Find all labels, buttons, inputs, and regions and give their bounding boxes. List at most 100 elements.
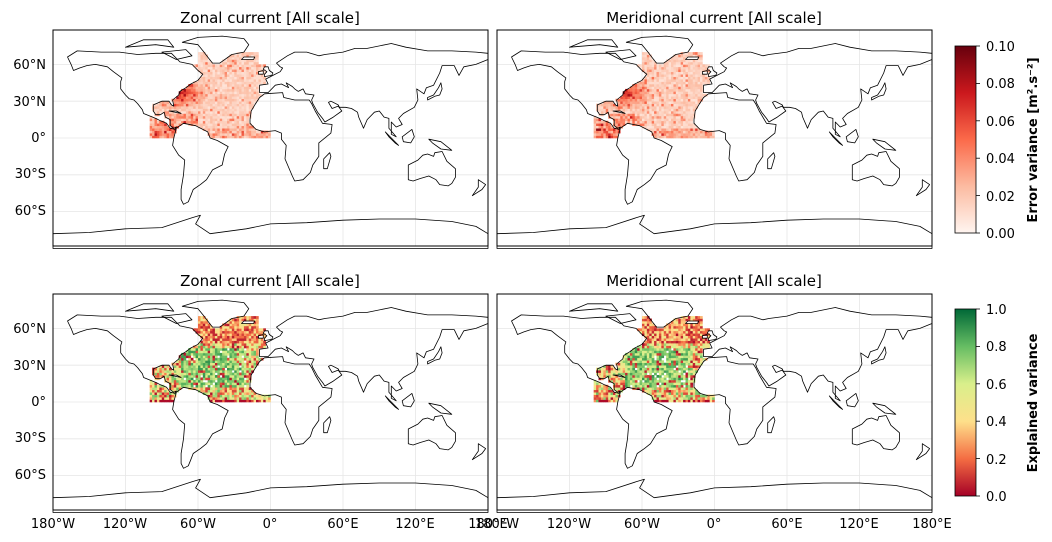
heatmap-cell (219, 81, 223, 85)
heatmap-cell (234, 133, 237, 136)
heatmap-cell (675, 325, 679, 329)
heatmap-cell (685, 318, 689, 322)
heatmap-cell (200, 321, 204, 324)
heatmap-cell (202, 360, 206, 364)
heatmap-cell (620, 115, 623, 119)
heatmap-cell (673, 338, 677, 341)
heatmap-cell (248, 54, 252, 58)
heatmap-cell (171, 108, 175, 112)
heatmap-cell (193, 103, 196, 107)
heatmap-cell (265, 130, 269, 134)
heatmap-cell (239, 86, 242, 90)
heatmap-cell (651, 330, 655, 334)
heatmap-cell (202, 321, 206, 324)
heatmap-cell (219, 84, 223, 87)
heatmap-cell (224, 345, 228, 349)
heatmap-cell (181, 365, 184, 368)
heatmap-cell (217, 88, 221, 92)
heatmap-cell (217, 333, 221, 337)
heatmap-cell (685, 125, 689, 129)
heatmap-cell (253, 64, 257, 68)
heatmap-cell (173, 362, 177, 366)
heatmap-cell (690, 118, 694, 122)
heatmap-cell (671, 362, 674, 366)
heatmap-cell (649, 335, 652, 339)
heatmap-cell (651, 69, 655, 73)
heatmap-cell (219, 71, 223, 75)
heatmap-cell (675, 81, 679, 85)
heatmap-cell (234, 135, 237, 139)
heatmap-cell (683, 76, 686, 80)
heatmap-cell (634, 370, 638, 373)
heatmap-cell (229, 370, 233, 373)
heatmap-cell (241, 316, 245, 319)
heatmap-cell (260, 399, 264, 403)
heatmap-cell (671, 335, 674, 339)
heatmap-cell (253, 397, 257, 400)
heatmap-cell (707, 76, 710, 80)
heatmap-cell (243, 345, 247, 349)
heatmap-cell (654, 130, 657, 134)
heatmap-cell (685, 103, 689, 107)
coastline (168, 374, 182, 378)
heatmap-cell (227, 108, 230, 112)
heatmap-cell (205, 350, 208, 354)
heatmap-cell (632, 113, 636, 117)
heatmap-cell (605, 135, 609, 139)
xtick-label: 60°E (327, 517, 358, 532)
heatmap-cell (236, 88, 240, 92)
heatmap-cell (663, 111, 667, 114)
heatmap-cell (258, 76, 262, 80)
heatmap-cell (654, 91, 657, 95)
heatmap-cell (195, 101, 199, 104)
heatmap-cell (675, 125, 679, 129)
heatmap-cell (675, 345, 679, 349)
heatmap-cell (656, 340, 660, 344)
heatmap-cell (680, 330, 684, 334)
heatmap-cell (183, 108, 187, 112)
heatmap-cell (668, 69, 672, 73)
heatmap-cell (646, 387, 650, 391)
heatmap-cell (661, 118, 665, 122)
heatmap-cell (656, 392, 660, 395)
heatmap-cell (229, 120, 233, 124)
heatmap-cell (159, 365, 163, 368)
heatmap-cell (695, 133, 698, 136)
heatmap-cell (231, 66, 235, 70)
heatmap-cell (666, 352, 669, 356)
heatmap-cell (678, 333, 681, 337)
heatmap-cell (658, 394, 662, 398)
heatmap-cell (193, 93, 196, 97)
heatmap-cell (692, 52, 696, 55)
heatmap-cells (149, 52, 271, 139)
heatmap-cell (246, 128, 250, 131)
heatmap-cell (687, 370, 691, 373)
heatmap-cell (253, 76, 257, 80)
heatmap-cell (651, 71, 655, 75)
heatmap-cell (253, 321, 257, 324)
heatmap-cell (673, 69, 677, 73)
heatmap-cell (671, 338, 674, 341)
heatmap-cell (622, 372, 626, 376)
heatmap-cell (654, 352, 657, 356)
heatmap-cell (620, 106, 623, 109)
heatmap-cell (241, 106, 245, 109)
heatmap-cell (702, 76, 706, 80)
heatmap-cell (625, 362, 628, 366)
heatmap-cell (615, 382, 619, 386)
heatmap-cell (687, 76, 691, 80)
heatmap-cell (217, 379, 221, 383)
heatmap-cell (217, 108, 221, 112)
heatmap-cell (231, 394, 235, 398)
heatmap-cell (222, 125, 225, 129)
heatmap-cell (258, 338, 262, 341)
heatmap-cell (253, 57, 257, 60)
heatmap-cell (622, 103, 626, 107)
heatmap-cell (176, 384, 179, 388)
heatmap-cell (152, 130, 155, 134)
heatmap-cell (239, 115, 242, 119)
heatmap-cell (243, 355, 247, 359)
heatmap-cell (656, 98, 660, 102)
heatmap-cell (642, 333, 645, 337)
heatmap-cell (610, 111, 614, 114)
